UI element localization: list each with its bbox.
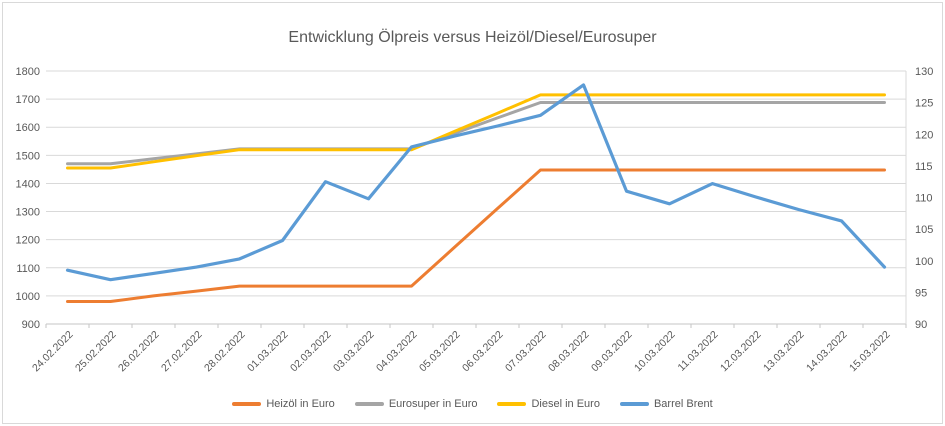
x-axis-tick-label: 26.02.2022 — [116, 329, 162, 375]
x-axis-tick-label: 01.03.2022 — [245, 329, 291, 375]
left-axis-tick-label: 900 — [22, 319, 40, 331]
x-axis-tick-label: 28.02.2022 — [202, 329, 248, 375]
x-axis-tick-label: 08.03.2022 — [546, 329, 592, 375]
right-axis-tick-label: 90 — [915, 319, 927, 331]
right-axis-tick-label: 115 — [915, 161, 933, 173]
legend-line-swatch — [354, 402, 384, 406]
legend-line-swatch — [497, 402, 527, 406]
left-axis-tick-label: 1300 — [16, 207, 40, 219]
legend-item-label: Diesel in Euro — [531, 398, 600, 410]
x-axis-tick-label: 25.02.2022 — [73, 329, 119, 375]
right-axis-tick-label: 95 — [915, 287, 927, 299]
left-axis-tick-label: 1700 — [16, 94, 40, 106]
right-axis-tick-label: 110 — [915, 193, 933, 205]
x-axis-tick-label: 10.03.2022 — [632, 329, 678, 375]
left-axis-tick-label: 1400 — [16, 178, 40, 190]
legend-item-barrel-brent[interactable]: Barrel Brent — [619, 398, 713, 410]
series-line-eurosuper-in-euro[interactable] — [66, 101, 886, 166]
x-axis-tick-label: 05.03.2022 — [417, 329, 463, 375]
series-line-barrel-brent[interactable] — [65, 83, 887, 282]
x-axis-tick-label: 13.03.2022 — [761, 329, 807, 375]
x-axis-tick-label: 09.03.2022 — [589, 329, 635, 375]
right-axis-tick-label: 120 — [915, 129, 933, 141]
legend-item-label: Barrel Brent — [653, 398, 713, 410]
legend-item-label: Eurosuper in Euro — [388, 398, 478, 410]
left-axis-tick-label: 1800 — [16, 66, 40, 78]
right-axis-tick-label: 100 — [915, 256, 933, 268]
x-axis-tick-label: 15.03.2022 — [847, 329, 893, 375]
x-axis-tick-label: 12.03.2022 — [718, 329, 764, 375]
series-line-heizol-in-euro[interactable] — [66, 168, 886, 303]
series-line-diesel-in-euro[interactable] — [66, 93, 886, 170]
right-axis-tick-label: 125 — [915, 98, 933, 110]
left-axis-tick-label: 1600 — [16, 122, 40, 134]
chart-legend: Heizöl in Euro Eurosuper in Euro Diesel in… — [0, 398, 945, 410]
x-axis-tick-label: 03.03.2022 — [331, 329, 377, 375]
x-axis-tick-label: 24.02.2022 — [30, 329, 76, 375]
x-axis-tick-label: 11.03.2022 — [676, 329, 721, 374]
legend-line-swatch — [619, 402, 649, 406]
legend-item-diesel-in-euro[interactable]: Diesel in Euro — [497, 398, 600, 410]
chart-title: Entwicklung Ölpreis versus Heizöl/Diesel… — [288, 29, 657, 46]
x-axis-tick-label: 07.03.2022 — [503, 329, 549, 375]
x-axis-tick-label: 02.03.2022 — [288, 329, 334, 375]
legend-item-heizol-in-euro[interactable]: Heizöl in Euro — [232, 398, 335, 410]
left-axis-tick-label: 1500 — [16, 150, 40, 162]
legend-line-swatch — [232, 402, 262, 406]
x-axis-tick-label: 06.03.2022 — [460, 329, 506, 375]
right-axis-tick-label: 130 — [915, 66, 933, 78]
x-axis-tick-label: 27.02.2022 — [159, 329, 205, 375]
right-axis-tick-label: 105 — [915, 224, 933, 236]
left-axis-tick-label: 1100 — [16, 263, 40, 275]
x-axis-tick-label: 14.03.2022 — [804, 329, 850, 375]
left-axis-tick-label: 1200 — [16, 235, 40, 247]
left-axis-tick-label: 1000 — [16, 291, 40, 303]
x-axis-tick-label: 04.03.2022 — [374, 329, 420, 375]
legend-item-eurosuper-in-euro[interactable]: Eurosuper in Euro — [354, 398, 478, 410]
legend-item-label: Heizöl in Euro — [266, 398, 335, 410]
